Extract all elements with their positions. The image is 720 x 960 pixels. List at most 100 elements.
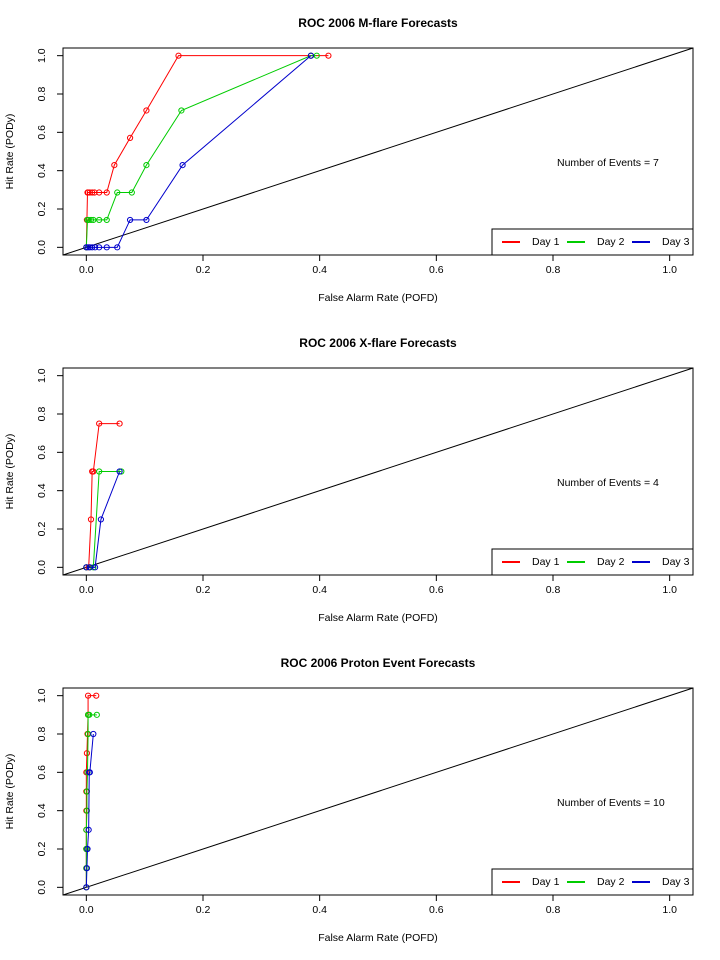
legend-label-day-3: Day 3 <box>662 556 690 568</box>
y-axis-label: Hit Rate (PODy) <box>4 114 16 190</box>
data-point-day-2 <box>93 711 100 718</box>
data-point-day-1 <box>143 107 150 114</box>
legend-label-day-3: Day 3 <box>662 236 690 248</box>
y-tick-label: 0.4 <box>36 483 48 498</box>
plot-frame <box>62 47 694 256</box>
data-point-day-1 <box>175 52 182 59</box>
data-point-day-3 <box>91 564 99 571</box>
legend-box <box>491 228 694 256</box>
legend-box <box>491 548 694 576</box>
y-tick-label: 0.0 <box>36 560 48 575</box>
y-axis-label: Hit Rate (PODy) <box>4 754 16 830</box>
data-point-day-1 <box>111 162 118 169</box>
data-point-day-3 <box>85 826 92 833</box>
data-point-day-3 <box>89 244 96 251</box>
y-tick-label: 0.2 <box>36 842 48 857</box>
data-point-day-2 <box>86 711 93 718</box>
data-point-day-1 <box>84 189 92 196</box>
x-tick-label: 0.6 <box>429 264 444 276</box>
plot-frame <box>62 367 694 576</box>
data-point-day-3 <box>91 244 99 251</box>
x-tick-label: 0.8 <box>546 904 561 916</box>
data-point-day-3 <box>83 244 90 251</box>
series-line-day-1 <box>85 55 329 248</box>
y-tick-label: 1.0 <box>36 48 48 63</box>
events-count-annotation: Number of Events = 10 <box>557 797 665 809</box>
data-point-day-1 <box>96 189 103 196</box>
legend-label-day-1: Day 1 <box>532 236 560 248</box>
data-point-day-2 <box>83 807 91 814</box>
series-line-day-2 <box>85 55 317 248</box>
series-line-day-2 <box>85 714 97 888</box>
x-tick-label: 0.4 <box>312 264 327 276</box>
y-tick-label: 0.8 <box>36 407 48 422</box>
series-line-day-1 <box>86 423 120 568</box>
x-tick-label: 1.0 <box>662 904 677 916</box>
diagonal-line <box>62 367 694 576</box>
x-tick-label: 0.2 <box>196 264 211 276</box>
data-point-day-2 <box>103 216 110 224</box>
legend-label-day-2: Day 2 <box>597 236 625 248</box>
data-point-day-2 <box>143 162 150 169</box>
x-axis-label: False Alarm Rate (POFD) <box>318 292 438 304</box>
x-axis-label: False Alarm Rate (POFD) <box>318 612 438 624</box>
data-point-day-2 <box>96 468 103 475</box>
data-point-day-1 <box>86 189 93 196</box>
data-point-day-1 <box>84 692 92 699</box>
data-point-day-1 <box>89 189 96 196</box>
y-tick-label: 0.6 <box>36 765 48 780</box>
diagonal-line <box>62 687 694 896</box>
x-tick-label: 0.2 <box>196 584 211 596</box>
x-tick-label: 0.0 <box>79 584 94 596</box>
legend: Day 1 Day 2 Day 3 <box>491 548 694 576</box>
series-line-day-3 <box>86 55 312 248</box>
data-point-day-1 <box>116 420 123 427</box>
data-point-day-1 <box>325 52 332 59</box>
y-tick-label: 0.8 <box>36 87 48 102</box>
series-line-day-3 <box>85 733 94 888</box>
y-tick-label: 1.0 <box>36 368 48 383</box>
x-tick-label: 0.8 <box>546 584 561 596</box>
legend-label-day-3: Day 3 <box>662 876 690 888</box>
data-point-day-2 <box>114 189 121 196</box>
roc-chart-2: ROC 2006 X-flare Forecasts 0.0 0.2 0.4 0.6 0.… <box>4 336 694 624</box>
x-tick-label: 0.8 <box>546 264 561 276</box>
chart-title: ROC 2006 M-flare Forecasts <box>298 16 458 30</box>
y-tick-label: 0.2 <box>36 522 48 537</box>
x-tick-label: 0.6 <box>429 904 444 916</box>
data-point-day-1 <box>91 189 98 196</box>
x-tick-label: 1.0 <box>662 264 677 276</box>
roc-chart-3: ROC 2006 Proton Event Forecasts 0.0 0.2 0.4… <box>4 656 694 944</box>
data-point-day-3 <box>143 216 150 224</box>
data-point-day-3 <box>307 52 315 59</box>
y-tick-label: 1.0 <box>36 688 48 703</box>
x-axis-label: False Alarm Rate (POFD) <box>318 932 438 944</box>
data-point-day-3 <box>116 468 123 475</box>
chart-title: ROC 2006 X-flare Forecasts <box>299 336 457 350</box>
x-tick-label: 0.6 <box>429 584 444 596</box>
x-tick-label: 0.0 <box>79 904 94 916</box>
diagonal-line <box>62 47 694 256</box>
y-axis-label: Hit Rate (PODy) <box>4 434 16 510</box>
data-point-day-1 <box>96 420 103 427</box>
data-point-day-1 <box>83 750 91 757</box>
data-point-day-1 <box>93 692 100 699</box>
y-tick-label: 0.0 <box>36 240 48 255</box>
legend-label-day-1: Day 1 <box>532 556 560 568</box>
data-point-day-2 <box>178 107 185 114</box>
y-tick-label: 0.2 <box>36 202 48 217</box>
legend-label-day-2: Day 2 <box>597 876 625 888</box>
legend: Day 1 Day 2 Day 3 <box>491 228 694 256</box>
x-tick-label: 0.4 <box>312 584 327 596</box>
y-tick-label: 0.6 <box>36 125 48 140</box>
y-tick-label: 0.0 <box>36 880 48 895</box>
plot-frame <box>62 687 694 896</box>
legend-box <box>491 868 694 896</box>
x-tick-label: 0.0 <box>79 264 94 276</box>
data-point-day-3 <box>179 162 186 169</box>
data-point-day-2 <box>85 216 92 224</box>
y-tick-label: 0.6 <box>36 445 48 460</box>
x-tick-label: 0.4 <box>312 904 327 916</box>
data-point-day-3 <box>83 865 91 872</box>
